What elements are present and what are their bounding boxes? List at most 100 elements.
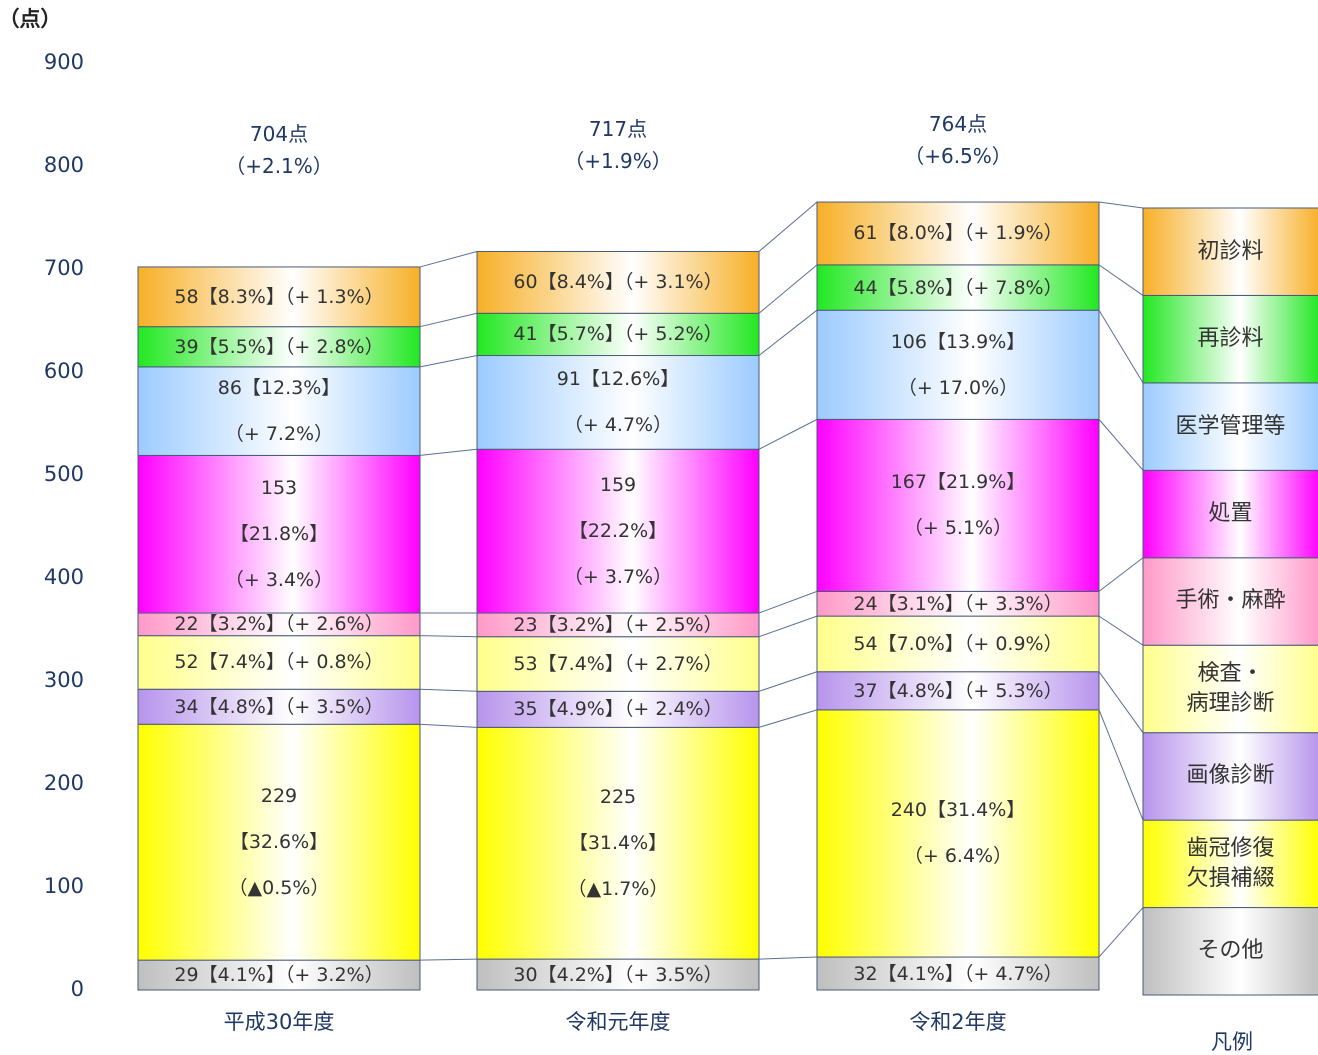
bar-segment	[137, 723, 421, 961]
data-label: 34【4.8%】（+ 3.5%）	[174, 695, 384, 718]
connector	[419, 688, 478, 692]
connector	[758, 709, 818, 728]
connector	[758, 201, 818, 252]
legend-swatch	[1142, 644, 1318, 734]
legend-label: 処置	[1208, 501, 1253, 527]
bar-segment	[816, 615, 1100, 673]
legend-connector	[1098, 709, 1144, 821]
legend-label: その他	[1197, 938, 1264, 964]
bar-segment	[816, 709, 1100, 958]
connector	[758, 615, 818, 638]
data-label: 22【3.2%】（+ 2.6%）	[174, 613, 384, 636]
bar-segment	[816, 201, 1100, 266]
data-label: 91【12.6%】 （+ 4.7%）	[556, 368, 680, 437]
data-label: 29【4.1%】（+ 3.2%）	[174, 964, 384, 987]
bar-segment	[816, 418, 1100, 592]
data-label: 35【4.9%】（+ 2.4%）	[513, 698, 723, 721]
bar-segment	[137, 635, 421, 690]
legend-label: 歯冠修復 欠損補綴	[1186, 835, 1275, 891]
bar-segment	[137, 326, 421, 368]
connector	[758, 418, 818, 450]
x-tick-label: 令和2年度	[909, 1010, 1006, 1034]
bar-segment	[137, 688, 421, 725]
y-tick-label: 800	[44, 153, 84, 177]
y-tick-label: 300	[44, 668, 84, 692]
bar-segment	[816, 309, 1100, 420]
legend-swatch	[1142, 907, 1318, 996]
connector	[419, 312, 478, 328]
data-label: 159 【22.2%】 （+ 3.7%）	[563, 474, 673, 589]
data-label: 167【21.9%】 （+ 5.1%）	[890, 471, 1026, 540]
bar-segment	[476, 636, 760, 692]
legend-swatch	[1142, 382, 1318, 471]
connector	[758, 590, 818, 614]
data-label: 225 【31.4%】 （▲1.7%）	[567, 786, 669, 901]
y-tick-label: 700	[44, 256, 84, 280]
bar-segment	[476, 958, 760, 991]
data-label: 60【8.4%】（+ 3.1%）	[513, 271, 723, 294]
legend-title: 凡例	[1211, 1030, 1253, 1054]
total-label: 717点 （+1.9%）	[564, 117, 672, 173]
data-label: 54【7.0%】（+ 0.9%）	[853, 632, 1063, 655]
data-label: 229 【32.6%】 （▲0.5%）	[228, 785, 330, 900]
data-label: 106【13.9%】 （+ 17.0%）	[890, 330, 1026, 399]
connector	[758, 309, 818, 356]
legend-connector	[1098, 615, 1144, 646]
data-label: 240【31.4%】 （+ 6.4%）	[890, 799, 1026, 868]
bar-segment	[476, 355, 760, 450]
legend-connector	[1098, 309, 1144, 384]
legend-connector	[1098, 557, 1144, 592]
data-label: 24【3.1%】（+ 3.3%）	[853, 592, 1063, 615]
bar-segment	[476, 312, 760, 357]
legend-label: 検査・ 病理診断	[1186, 660, 1275, 716]
legend-connector	[1098, 419, 1144, 471]
bar-segment	[816, 264, 1100, 311]
data-label: 39【5.5%】（+ 2.8%）	[174, 335, 384, 358]
y-tick-label: 500	[44, 462, 84, 486]
y-tick-label: 0	[71, 977, 84, 1001]
legend-swatch	[1142, 732, 1318, 821]
legend-connector	[1098, 264, 1144, 296]
total-label: 704点 （+2.1%）	[225, 122, 333, 178]
bar-segment	[476, 448, 760, 614]
bar-segment	[476, 726, 760, 960]
data-label: 30【4.2%】（+ 3.5%）	[513, 963, 723, 986]
legend-label: 初診料	[1197, 238, 1264, 264]
legend-label: 画像診断	[1186, 763, 1275, 789]
y-tick-label: 600	[44, 359, 84, 383]
bar-segment	[476, 250, 760, 314]
connector	[419, 723, 478, 728]
connector	[758, 956, 818, 960]
y-tick-label: 900	[44, 50, 84, 74]
connector	[758, 264, 818, 314]
legend-label: 手術・麻酔	[1175, 588, 1286, 614]
legend-swatch	[1142, 294, 1318, 384]
data-label: 32【4.1%】（+ 4.7%）	[853, 962, 1063, 985]
x-tick-label: 令和元年度	[566, 1010, 671, 1034]
x-tick-label: 平成30年度	[224, 1010, 335, 1034]
legend-label: 再診料	[1197, 326, 1264, 352]
bar-segment	[137, 366, 421, 456]
legend-connector	[1098, 671, 1144, 733]
data-label: 44【5.8%】（+ 7.8%）	[853, 276, 1063, 299]
data-label: 23【3.2%】（+ 2.5%）	[513, 613, 723, 636]
data-label: 37【4.8%】（+ 5.3%）	[853, 679, 1063, 702]
y-axis-label: （点）	[0, 7, 62, 31]
y-tick-label: 100	[44, 874, 84, 898]
data-label: 86【12.3%】 （+ 7.2%）	[217, 377, 341, 446]
legend-label: 医学管理等	[1175, 413, 1286, 439]
data-label: 53【7.4%】（+ 2.7%）	[513, 653, 723, 675]
data-label: 52【7.4%】（+ 0.8%）	[174, 651, 384, 674]
connector	[419, 448, 478, 456]
legend-swatch	[1142, 819, 1318, 909]
legend-swatch	[1142, 469, 1318, 559]
data-label: 61【8.0%】（+ 1.9%）	[853, 222, 1063, 245]
total-label: 764点 （+6.5%）	[904, 112, 1012, 168]
legend-connector	[1098, 201, 1144, 209]
connector	[419, 958, 478, 961]
connector	[419, 355, 478, 368]
data-label: 153 【21.8%】 （+ 3.4%）	[224, 477, 334, 592]
data-label: 41【5.7%】（+ 5.2%）	[513, 323, 723, 346]
data-label: 58【8.3%】（+ 1.3%）	[174, 285, 384, 308]
y-tick-label: 400	[44, 565, 84, 589]
